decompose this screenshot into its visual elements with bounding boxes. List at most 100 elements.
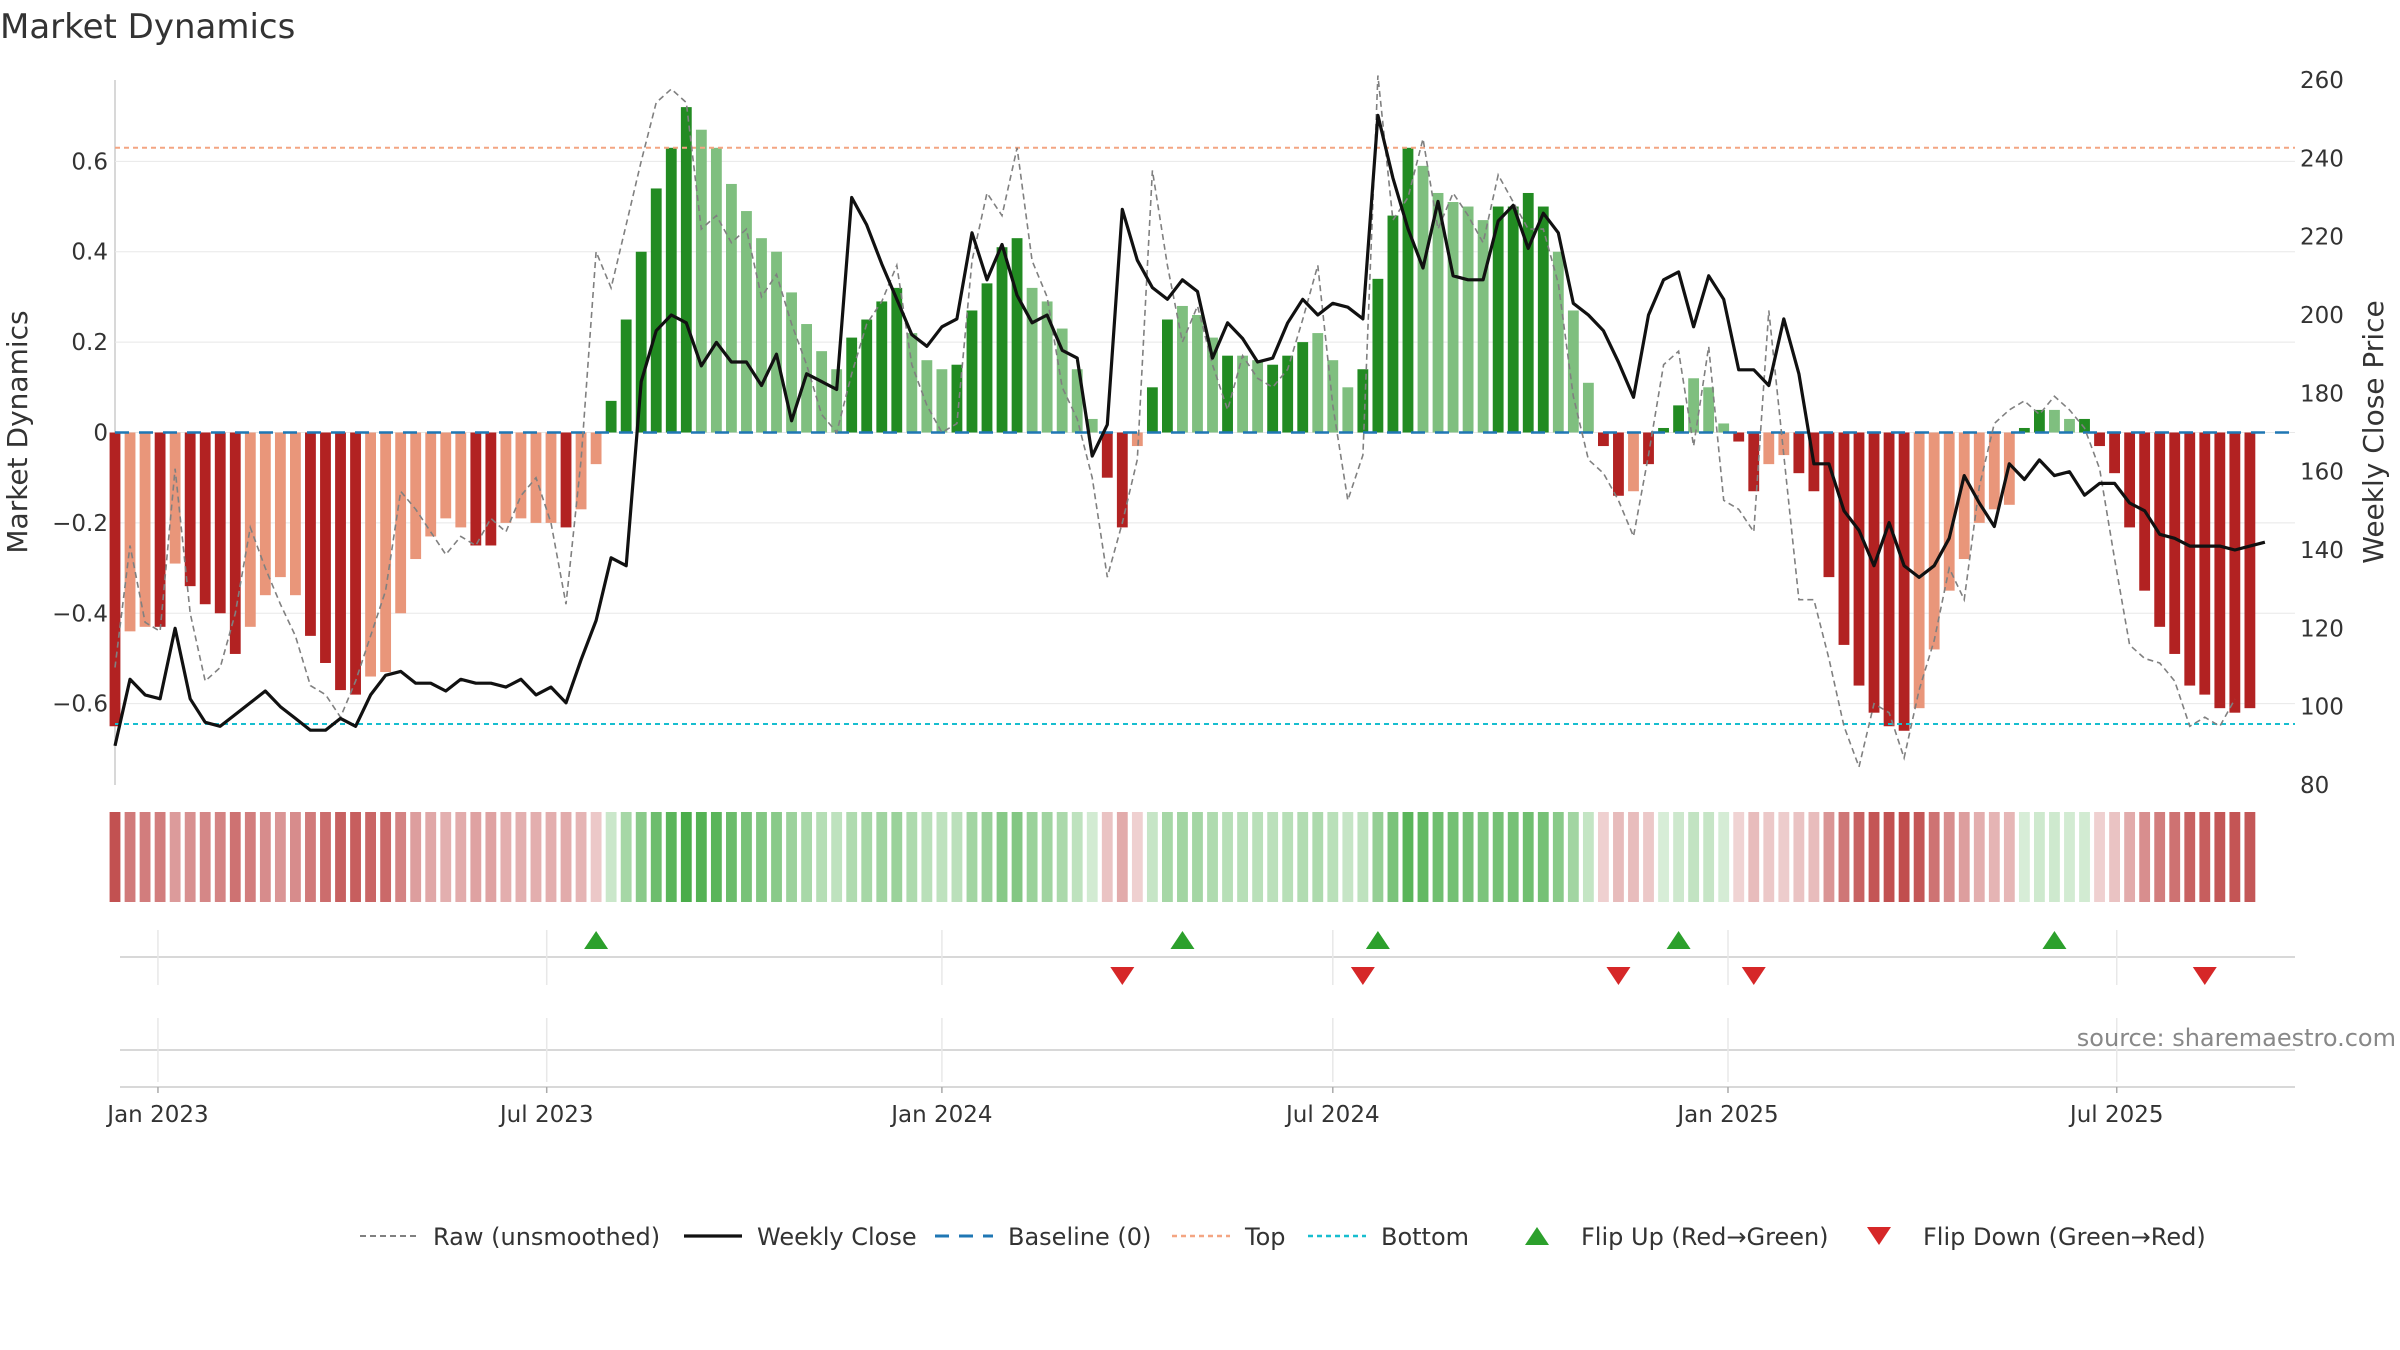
strip-cell <box>951 812 963 902</box>
legend-swatch-flip-up <box>1525 1227 1549 1245</box>
strip-cell <box>2154 812 2166 902</box>
strip-cell <box>244 812 256 902</box>
flip-up-marker <box>584 931 609 949</box>
strip-cell <box>199 812 211 902</box>
y2-tick-label: 80 <box>2300 773 2329 799</box>
strip-cell <box>1056 812 1068 902</box>
strip-cell <box>1222 812 1233 902</box>
strip-cell <box>470 812 482 902</box>
x-tick-label: Jan 2025 <box>1675 1102 1778 1128</box>
strip-cell <box>184 812 196 902</box>
strip-cell <box>1492 812 1504 902</box>
strip-cell <box>771 812 782 902</box>
dynamics-bar <box>1598 432 1609 447</box>
strip-cell <box>530 812 542 902</box>
dynamics-bar <box>1838 432 1850 645</box>
dynamics-bar <box>229 432 241 654</box>
strip-cell <box>139 812 151 902</box>
flip-up-marker <box>1666 931 1691 949</box>
strip-cell <box>906 812 918 902</box>
dynamics-bar <box>2184 432 2196 686</box>
dynamics-bar <box>710 147 722 433</box>
strip-cell <box>169 812 181 902</box>
dynamics-bar <box>1718 423 1730 433</box>
dynamics-bar <box>575 432 587 510</box>
dynamics-bar <box>786 292 797 433</box>
strip-cell <box>695 812 707 902</box>
strip-cell <box>545 812 557 902</box>
dynamics-bar <box>1537 206 1549 433</box>
dynamics-bar <box>605 400 617 433</box>
y2-tick-label: 160 <box>2300 460 2344 486</box>
dynamics-bar <box>966 310 978 433</box>
dynamics-bar <box>2049 409 2060 433</box>
dynamics-bar <box>1297 342 1309 433</box>
strip-cell <box>2169 812 2181 902</box>
strip-cell <box>1026 812 1038 902</box>
legend-item: Flip Up (Red→Green) <box>1525 1223 1829 1251</box>
strip-cell <box>1086 812 1098 902</box>
strip-cell <box>2184 812 2196 902</box>
strip-cell <box>786 812 797 902</box>
strip-cell <box>2034 812 2045 902</box>
dynamics-bar <box>1567 310 1579 433</box>
dynamics-bar <box>2094 432 2105 447</box>
dynamics-bar <box>395 432 407 614</box>
strip-cell <box>1357 812 1369 902</box>
dynamics-bar <box>665 147 677 433</box>
strip-cell <box>921 812 933 902</box>
dynamics-bar <box>1462 206 1474 433</box>
dynamics-bar <box>1928 432 1940 650</box>
x-tick-label: Jul 2024 <box>1284 1102 1380 1128</box>
strip-cell <box>1567 812 1579 902</box>
dynamics-bar <box>1041 301 1053 433</box>
strip-cell <box>1041 812 1053 902</box>
strip-cell <box>1011 812 1023 902</box>
y-axis-label: Market Dynamics <box>1 310 34 553</box>
y-tick-label: −0.6 <box>52 692 108 718</box>
dynamics-bar <box>2064 418 2075 433</box>
strip-cell <box>2109 812 2120 902</box>
dynamics-bar <box>1447 202 1459 433</box>
y2-tick-label: 260 <box>2300 68 2344 94</box>
x-axis: Jan 2023 Jul 2023 Jan 2024 Jul 2024 Jan 2025… <box>105 1086 2295 1128</box>
strip-cell <box>410 812 422 902</box>
dynamics-bar <box>1071 369 1083 433</box>
dynamics-bar <box>305 432 316 636</box>
dynamics-bar <box>1086 418 1098 433</box>
strip-cell <box>1808 812 1820 902</box>
strip-cell <box>1146 812 1158 902</box>
dynamics-bar <box>1793 432 1805 474</box>
strip-cell <box>756 812 767 902</box>
dynamics-bar <box>1958 432 1970 560</box>
dynamics-bar <box>1432 192 1444 433</box>
dynamics-bar <box>2034 409 2045 433</box>
flip-down-marker <box>1606 967 1631 985</box>
dynamics-bar <box>109 432 121 727</box>
strip-cell <box>605 812 617 902</box>
dynamics-bar <box>290 432 301 596</box>
dynamics-bar <box>320 432 331 663</box>
dynamics-bar <box>1207 337 1218 433</box>
strip-cell <box>1252 812 1264 902</box>
strip-cell <box>1943 812 1955 902</box>
strip-cell <box>801 812 812 902</box>
legend-item: Raw (unsmoothed) <box>360 1223 660 1251</box>
legend-item: Baseline (0) <box>935 1223 1151 1251</box>
dynamics-bar <box>831 369 843 433</box>
dynamics-bar <box>1192 315 1203 433</box>
strip-cell <box>1507 812 1519 902</box>
dynamics-bar <box>1372 278 1384 433</box>
strip-cell <box>259 812 271 902</box>
dynamics-bar <box>1177 305 1188 433</box>
strip-cell <box>2214 812 2226 902</box>
strip-cell <box>2229 812 2241 902</box>
strip-cell <box>1447 812 1459 902</box>
raw-series-line <box>114 75 2236 770</box>
dynamics-bar <box>2018 427 2030 433</box>
strip-cell <box>846 812 858 902</box>
strip-cell <box>1793 812 1805 902</box>
dynamics-bar <box>741 211 752 433</box>
strip-cell <box>214 812 226 902</box>
